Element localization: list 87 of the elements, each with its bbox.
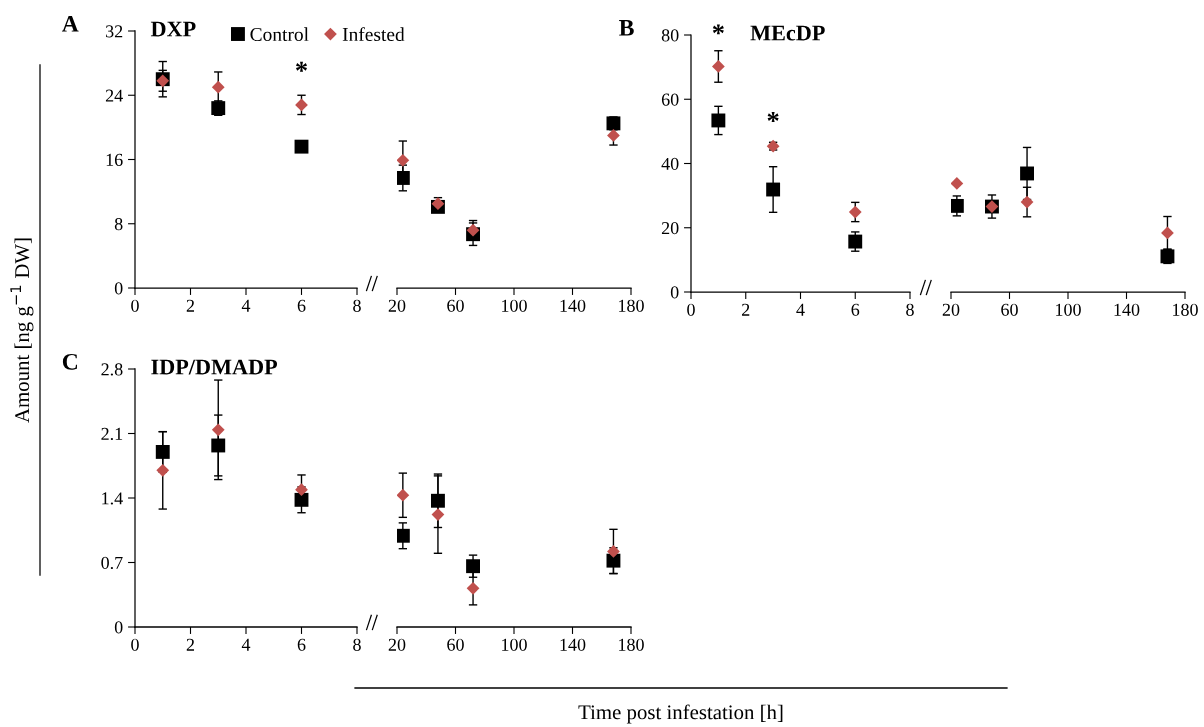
x-tick-label: 4 <box>241 299 251 312</box>
point <box>951 198 964 213</box>
legend-label: Infested <box>342 27 405 42</box>
x-tick-label: 20 <box>942 303 960 316</box>
x-tick-label: 180 <box>619 638 644 651</box>
text: A <box>61 15 79 32</box>
point <box>431 508 445 521</box>
point <box>607 545 620 558</box>
point <box>294 492 309 507</box>
x-tick-label: 180 <box>619 299 644 312</box>
y-tick-label: 8 <box>114 218 123 231</box>
y-tick-label: 0.7 <box>101 556 123 570</box>
point <box>1161 226 1174 240</box>
x-tick-label: 0 <box>131 638 139 651</box>
y-tick-label: 20 <box>661 222 679 235</box>
point <box>397 488 410 502</box>
x-axis-title: Time post infestation [h] <box>578 704 783 724</box>
x-tick-label: 2 <box>742 303 750 316</box>
point <box>295 98 308 112</box>
point <box>711 113 726 128</box>
chart-title: IDP/DMADP <box>151 359 278 375</box>
point <box>607 129 620 142</box>
y-tick-label: 24 <box>105 89 123 102</box>
point <box>397 153 410 167</box>
x-tick-label: 8 <box>906 303 914 316</box>
point <box>397 528 410 543</box>
point <box>155 444 170 459</box>
x-tick-label: 100 <box>1056 303 1081 316</box>
point <box>466 223 480 237</box>
y-tick-label: 2.8 <box>101 363 123 376</box>
point <box>848 205 862 219</box>
point <box>211 438 226 453</box>
x-tick-label: 140 <box>560 638 586 651</box>
chart-title: DXP <box>150 21 196 37</box>
point <box>295 483 308 497</box>
point <box>466 559 480 574</box>
point <box>294 139 309 154</box>
y-tick-label: 1.4 <box>102 492 123 505</box>
point <box>211 80 225 94</box>
x-tick-label: 100 <box>502 299 527 312</box>
y-tick-label: 80 <box>661 29 679 42</box>
y-tick-label: 2.1 <box>101 427 123 441</box>
x-tick-label: 0 <box>687 303 695 316</box>
chart-title: MEcDP <box>750 25 825 41</box>
x-tick-label: 8 <box>353 299 361 312</box>
y-tick-label: 0 <box>114 621 123 634</box>
legend-label: Control <box>250 27 309 42</box>
y-tick-label: 0 <box>670 286 679 299</box>
x-tick-label: 20 <box>388 638 406 651</box>
point <box>466 581 480 595</box>
point <box>1020 195 1034 209</box>
x-tick-label: 100 <box>502 638 527 651</box>
x-tick-label: 6 <box>297 638 306 651</box>
x-tick-label: 60 <box>447 638 464 651</box>
x-tick-label: 6 <box>297 299 306 312</box>
annotation: * <box>296 61 307 72</box>
point <box>711 60 725 73</box>
point <box>951 177 964 190</box>
y-axis-title: Amount [ng g$^{−1}$ DW] <box>10 238 34 423</box>
x-tick-label: 2 <box>186 638 195 651</box>
point <box>1020 166 1034 181</box>
x-tick-label: 4 <box>241 638 251 651</box>
point <box>431 493 445 508</box>
point <box>211 423 225 437</box>
x-tick-label: 2 <box>186 299 195 312</box>
point <box>156 463 170 477</box>
annotation: * <box>712 24 724 35</box>
x-tick-label: 0 <box>131 299 139 312</box>
x-tick-label: 140 <box>1114 303 1140 316</box>
x-tick-label: 180 <box>1173 303 1198 316</box>
x-tick-label: 60 <box>447 299 464 312</box>
x-tick-label: 140 <box>560 299 586 312</box>
y-tick-label: 32 <box>106 25 123 38</box>
y-tick-label: 16 <box>106 153 123 166</box>
text: C <box>62 353 77 370</box>
x-tick-label: 4 <box>796 303 805 316</box>
point <box>397 171 410 185</box>
x-tick-label: 60 <box>1001 303 1018 316</box>
y-tick-label: 40 <box>661 157 679 170</box>
x-tick-label: 6 <box>851 303 860 316</box>
y-tick-label: 60 <box>661 93 679 106</box>
annotation: * <box>767 112 779 123</box>
annotation: B <box>619 20 634 36</box>
x-tick-label: 20 <box>388 299 406 312</box>
y-tick-label: 0 <box>114 282 123 295</box>
x-tick-label: 8 <box>353 638 361 651</box>
point <box>766 182 781 197</box>
